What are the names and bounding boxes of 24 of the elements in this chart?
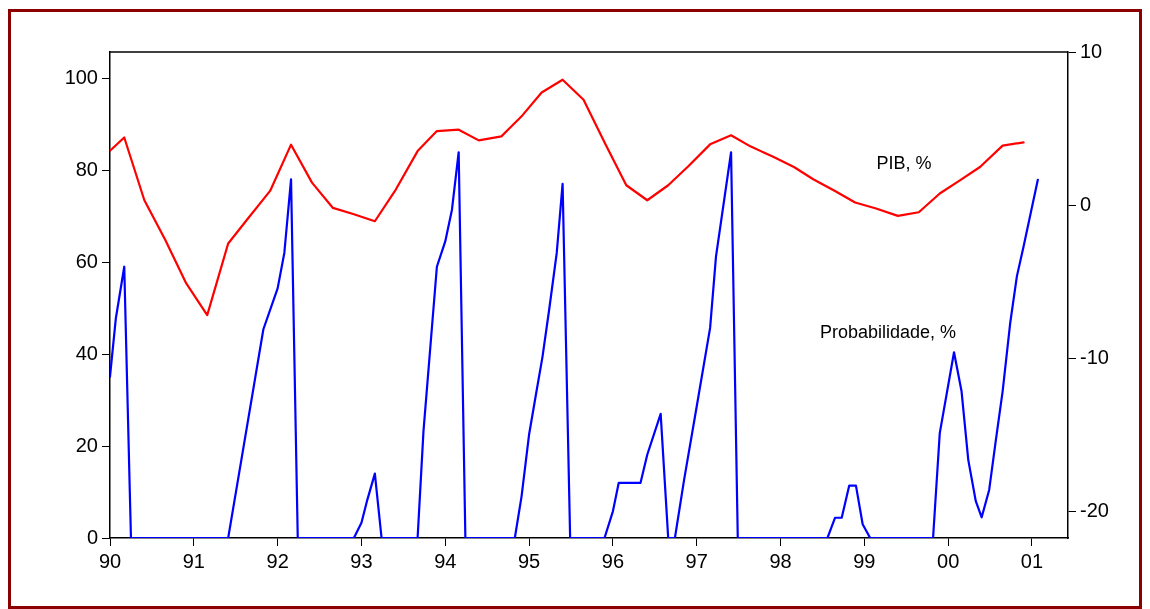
x-tick-label: 94 — [434, 549, 457, 572]
series-label: Probabilidade, % — [819, 322, 957, 343]
x-tick-label: 01 — [1020, 549, 1044, 572]
x-tick-label: 96 — [601, 549, 625, 572]
x-tick-label: 98 — [769, 549, 792, 572]
x-tick-label: 93 — [350, 549, 373, 572]
series-label: PIB, % — [876, 152, 932, 173]
x-tick-label: 92 — [266, 549, 289, 572]
x-tick-label: 00 — [937, 549, 960, 572]
y2-tick-label: 10 — [1080, 39, 1103, 62]
y-tick-label: 40 — [75, 341, 98, 364]
x-tick-label: 97 — [685, 549, 708, 572]
x-tick-label: 95 — [517, 549, 541, 572]
y-tick-label: 80 — [75, 157, 98, 180]
y2-tick-label: 0 — [1080, 192, 1092, 215]
y-tick-label: 0 — [86, 525, 98, 548]
y2-tick-label: -20 — [1080, 499, 1109, 522]
y-tick-label: 20 — [75, 433, 98, 456]
y-tick-label: 100 — [64, 65, 98, 88]
y-tick-label: 60 — [75, 249, 98, 272]
x-tick-label: 90 — [98, 549, 122, 572]
x-tick-label: 91 — [182, 549, 205, 572]
x-tick-label: 99 — [853, 549, 876, 572]
y2-tick-label: -10 — [1080, 345, 1109, 368]
